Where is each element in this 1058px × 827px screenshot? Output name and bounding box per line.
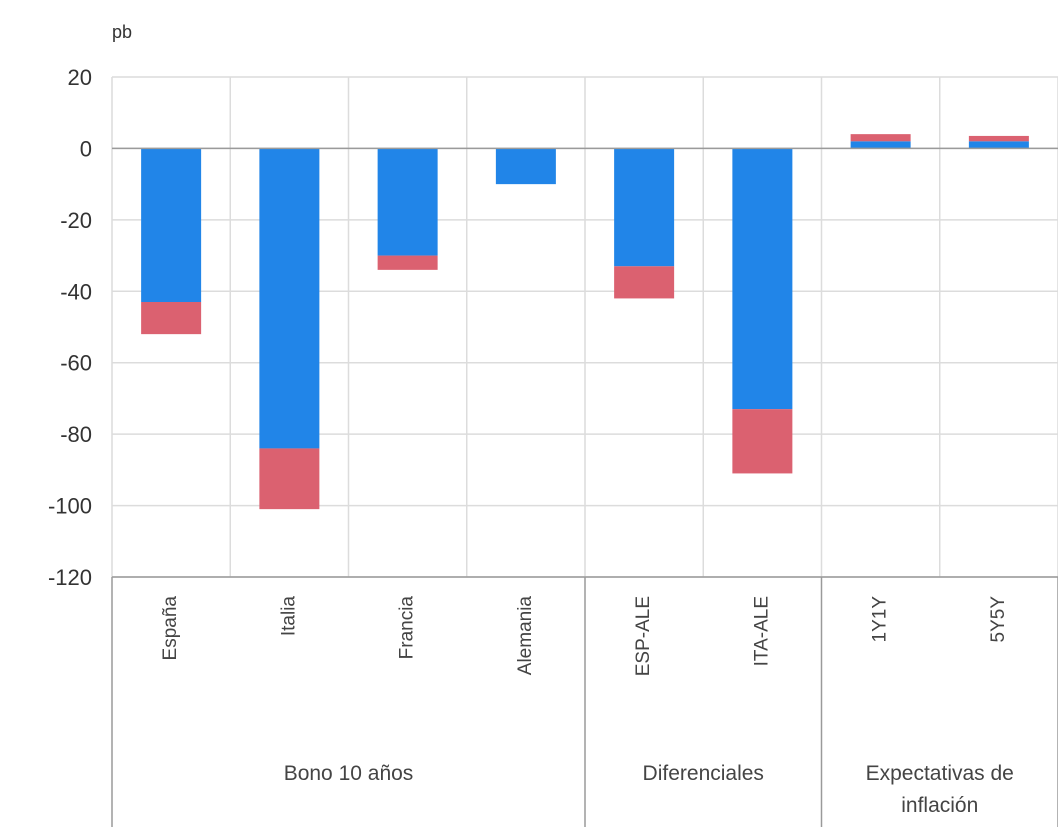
bar-segment [850, 134, 911, 142]
y-tick-label: 20 [68, 65, 92, 90]
y-tick-label: -20 [60, 208, 92, 233]
gridlines [111, 76, 1058, 578]
x-category-label: Francia [397, 596, 418, 660]
bar-segment [732, 409, 793, 474]
x-category-label: 1Y1Y [870, 596, 891, 643]
x-category-label: Alemania [515, 596, 536, 676]
y-tick-label: -60 [60, 351, 92, 376]
x-category-label: ESP-ALE [633, 596, 654, 676]
bar-segment [968, 141, 1029, 149]
bar-segment [377, 148, 438, 256]
y-axis-unit-label: pb [112, 22, 132, 42]
x-category-label: ITA-ALE [751, 596, 772, 666]
y-tick-label: -80 [60, 422, 92, 447]
bar-segment [141, 302, 202, 335]
x-category-labels: España Italia Francia Alemania ESP-ALE ITA-AL… [160, 596, 1009, 677]
bar-segment [850, 141, 911, 149]
y-tick-label: -120 [48, 565, 92, 590]
bar-segment [968, 135, 1029, 142]
y-tick-labels: 20 0 -20 -40 -60 -80 -100 -120 [48, 65, 92, 590]
x-group-label: Diferenciales [643, 762, 764, 785]
bar-segment [732, 148, 793, 410]
bar-segment [614, 148, 675, 267]
x-group-labels: Bono 10 años Diferenciales Expectativas de… [284, 762, 1014, 817]
x-group-label: Bono 10 años [284, 762, 414, 785]
bar-segment [377, 255, 438, 270]
bar-segment [259, 148, 320, 449]
bar-segment [259, 448, 320, 510]
bars [141, 134, 1029, 510]
y-tick-label: -40 [60, 279, 92, 304]
y-tick-label: -100 [48, 494, 92, 519]
x-category-label: 5Y5Y [988, 596, 1009, 643]
x-category-label: España [160, 596, 181, 661]
bar-segment [141, 148, 202, 302]
y-tick-label: 0 [80, 136, 92, 161]
bar-segment [614, 266, 675, 299]
bar-segment [495, 148, 556, 185]
x-group-label: Expectativas de inflación [866, 762, 1014, 817]
axes [111, 147, 1058, 827]
x-category-label: Italia [278, 596, 299, 637]
